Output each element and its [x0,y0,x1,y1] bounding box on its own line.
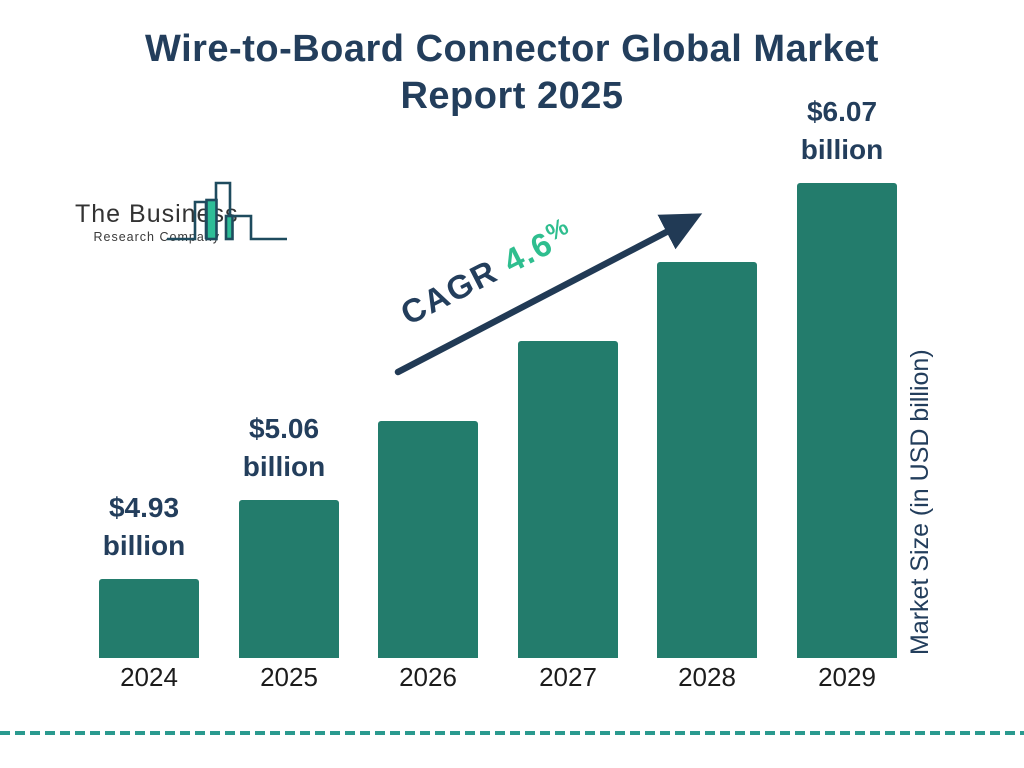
value-label-2024: $4.93 billion [54,489,234,565]
year-label-2027: 2027 [539,662,597,692]
value-label-2025: $5.06 billion [194,410,374,486]
year-label-2026: 2026 [399,662,457,692]
value-label-2029: $6.07 billion [752,93,932,169]
y-axis-label: Market Size (in USD billion) [906,349,934,656]
company-logo: The Business Research Company [75,180,290,246]
bar-chart-logo-icon [167,181,287,241]
value-label-amount: $4.93 [108,492,180,523]
bar-2024 [99,579,199,658]
bar-2028 [657,262,757,658]
bar-2025 [239,500,339,658]
growth-arrow-icon [394,213,703,376]
chart-title: Wire-to-Board Connector Global Market Re… [145,28,879,118]
bar-2026 [378,421,478,658]
bar-2027 [518,341,618,658]
year-label-2029: 2029 [818,662,876,692]
value-label-amount: $6.07 [806,96,878,127]
year-label-2028: 2028 [678,662,736,692]
value-label-unit: billion [800,134,884,165]
year-label-2024: 2024 [120,662,178,692]
value-label-unit: billion [102,530,186,561]
value-label-unit: billion [242,451,326,482]
logo-subname: Research Company [93,230,220,244]
bottom-dashed-divider [0,731,1024,735]
year-label-2025: 2025 [260,662,318,692]
bar-2029 [797,183,897,658]
value-label-amount: $5.06 [248,413,320,444]
